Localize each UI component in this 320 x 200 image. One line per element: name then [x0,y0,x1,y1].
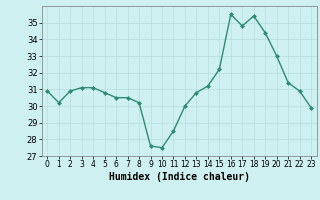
X-axis label: Humidex (Indice chaleur): Humidex (Indice chaleur) [109,172,250,182]
